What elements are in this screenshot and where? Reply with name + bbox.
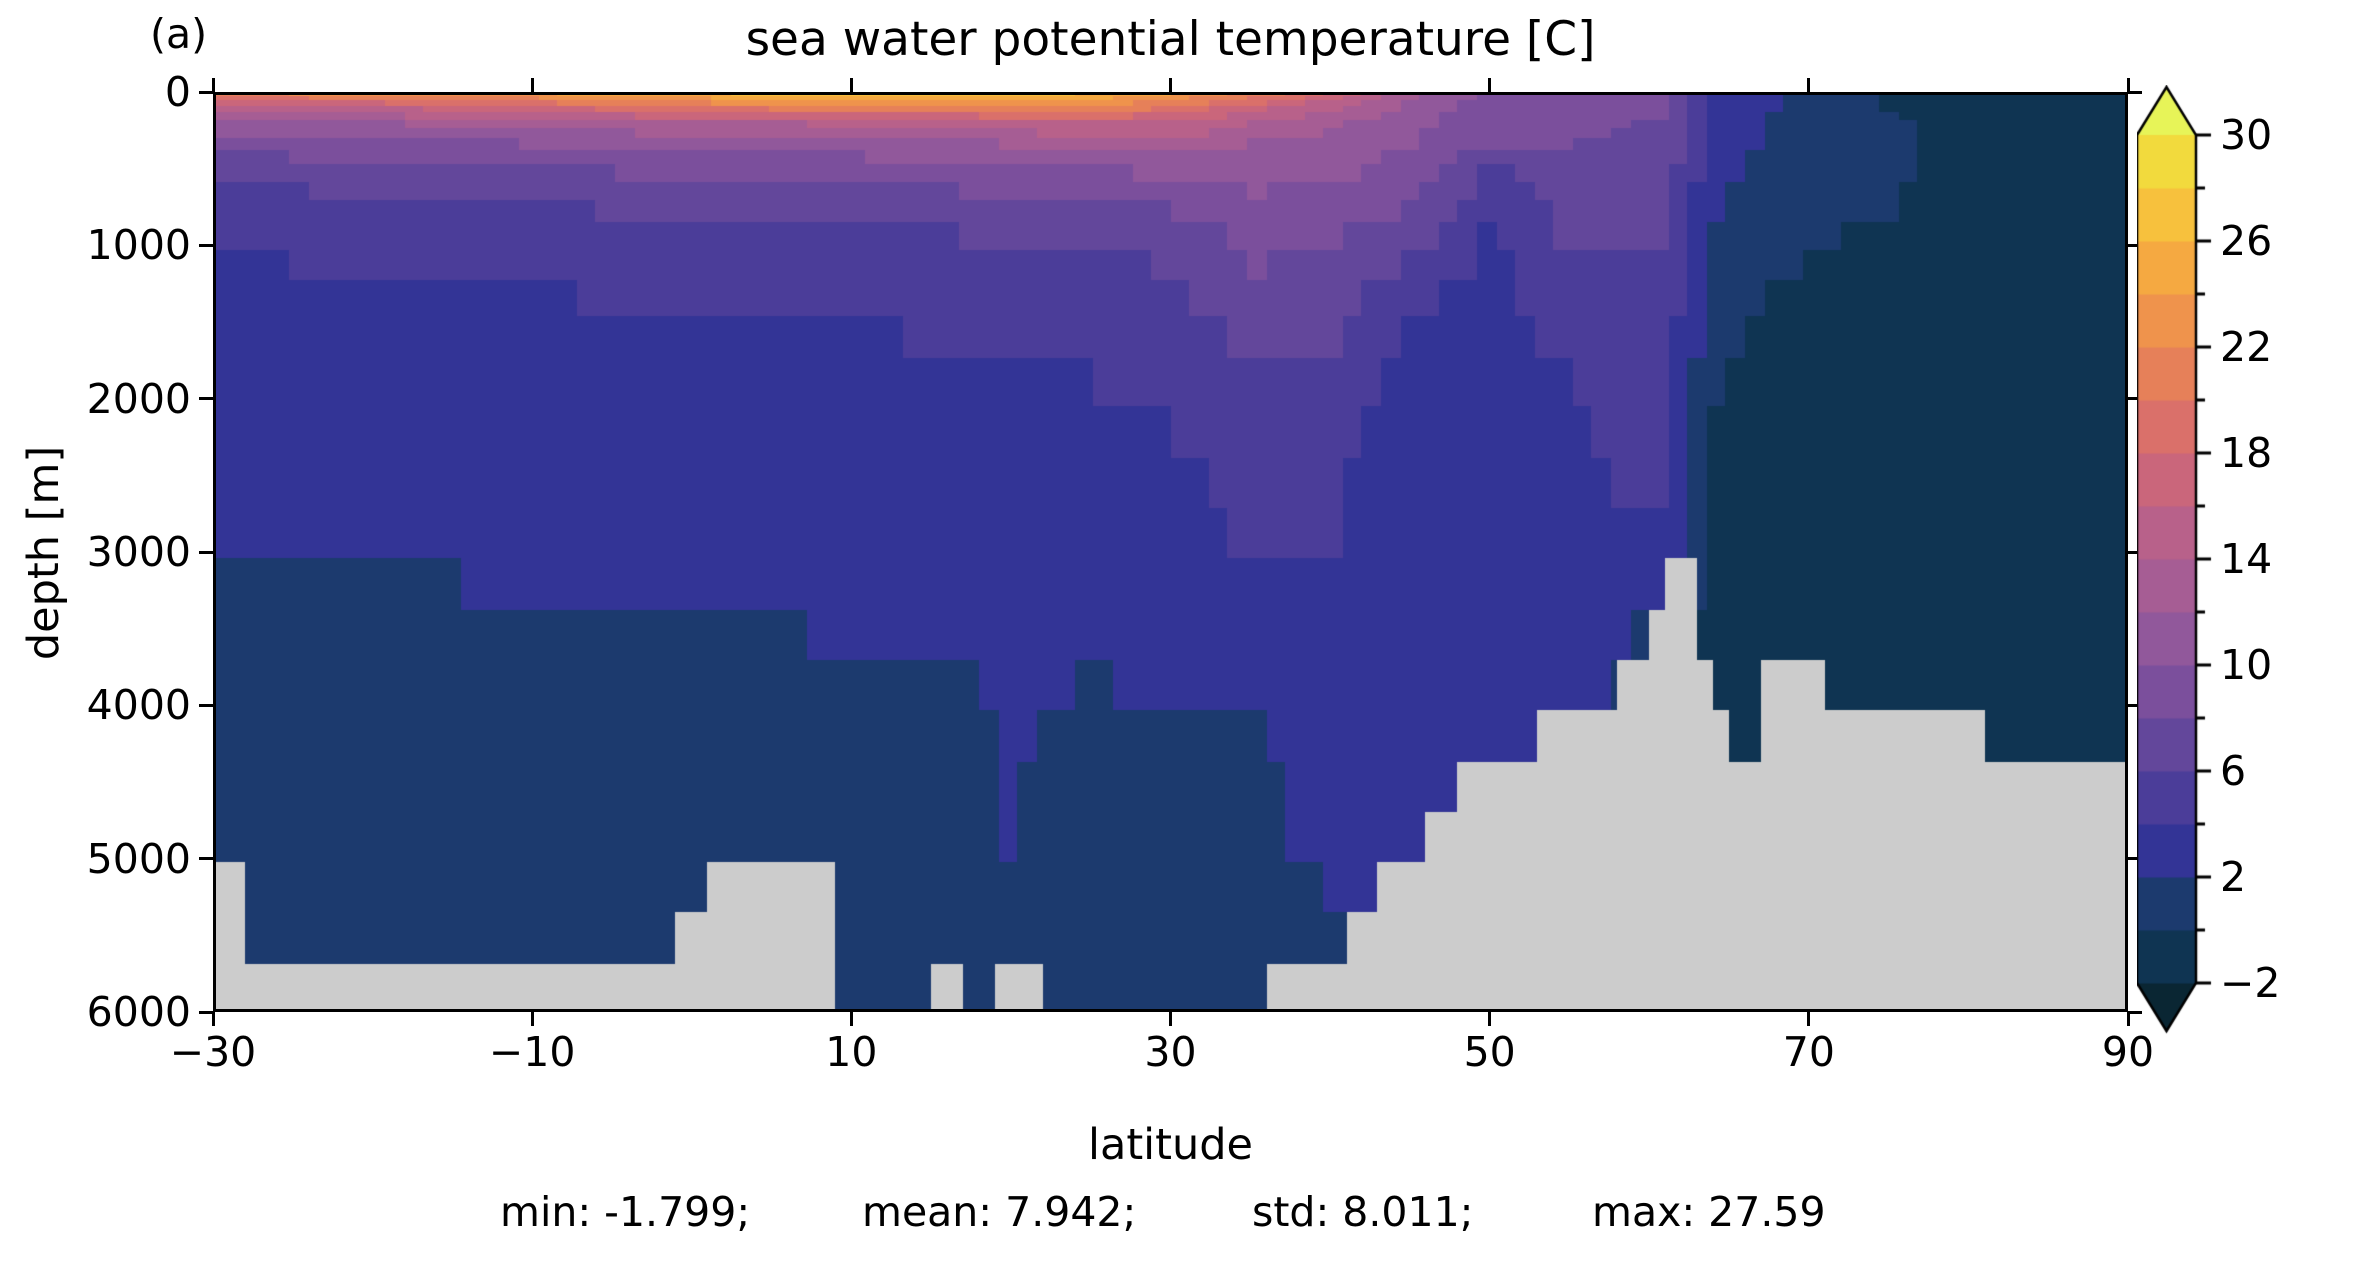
colorbar-tick-label: 18 <box>2220 429 2273 477</box>
colorbar-tick-label: 14 <box>2220 535 2273 583</box>
tick-mark <box>2126 1012 2130 1026</box>
stat-max: max: 27.59 <box>1592 1188 1826 1236</box>
stat-min: min: -1.799; <box>500 1188 751 1236</box>
y-tick-label: 1000 <box>86 221 191 270</box>
x-tick-label: −10 <box>488 1028 576 1076</box>
tick-mark <box>199 90 213 94</box>
tick-mark <box>199 550 213 554</box>
stat-mean: mean: 7.942; <box>862 1188 1137 1236</box>
x-tick-label: 50 <box>1463 1028 1516 1076</box>
chart-title: sea water potential temperature [C] <box>745 12 1596 67</box>
tick-mark <box>211 1012 215 1026</box>
tick-mark <box>199 243 213 247</box>
colorbar-tick-label: 10 <box>2220 641 2273 689</box>
x-tick-label: 10 <box>825 1028 878 1076</box>
x-axis-label: latitude <box>1088 1120 1253 1170</box>
tick-mark <box>199 1010 213 1014</box>
tick-mark <box>199 703 213 707</box>
y-tick-label: 3000 <box>86 528 191 576</box>
tick-mark <box>530 78 534 92</box>
tick-mark <box>849 78 853 92</box>
colorbar-tick-label: 2 <box>2220 853 2247 901</box>
x-tick-label: 70 <box>1782 1028 1835 1076</box>
tick-mark <box>849 1012 853 1026</box>
x-tick-label: −30 <box>169 1028 257 1076</box>
colorbar-tick-label: −2 <box>2220 959 2281 1007</box>
y-axis-label: depth [m] <box>19 445 69 661</box>
tick-mark <box>1807 1012 1811 1026</box>
panel-label: (a) <box>150 10 208 58</box>
y-tick-label: 0 <box>164 68 191 116</box>
tick-mark <box>530 1012 534 1026</box>
colorbar <box>2137 85 2217 1035</box>
tick-mark <box>199 857 213 861</box>
tick-mark <box>1807 78 1811 92</box>
colorbar-tick-label: 6 <box>2220 747 2247 795</box>
y-tick-label: 6000 <box>86 988 191 1036</box>
x-tick-label: 30 <box>1144 1028 1197 1076</box>
tick-mark <box>199 397 213 401</box>
y-tick-label: 4000 <box>86 681 191 730</box>
y-tick-label: 5000 <box>86 834 191 883</box>
colorbar-tick-label: 26 <box>2220 217 2273 265</box>
y-tick-label: 2000 <box>86 374 191 423</box>
colorbar-tick-label: 30 <box>2220 111 2273 159</box>
stat-std: std: 8.011; <box>1252 1188 1474 1236</box>
tick-mark <box>1169 1012 1172 1026</box>
tick-mark <box>1488 78 1492 92</box>
tick-mark <box>2126 78 2130 92</box>
colorbar-tick-label: 22 <box>2220 323 2273 371</box>
tick-mark <box>1169 78 1172 92</box>
x-tick-label: 90 <box>2101 1028 2155 1076</box>
tick-mark <box>1488 1012 1492 1026</box>
temperature-section-heatmap <box>213 92 2128 1012</box>
tick-mark <box>211 78 215 92</box>
